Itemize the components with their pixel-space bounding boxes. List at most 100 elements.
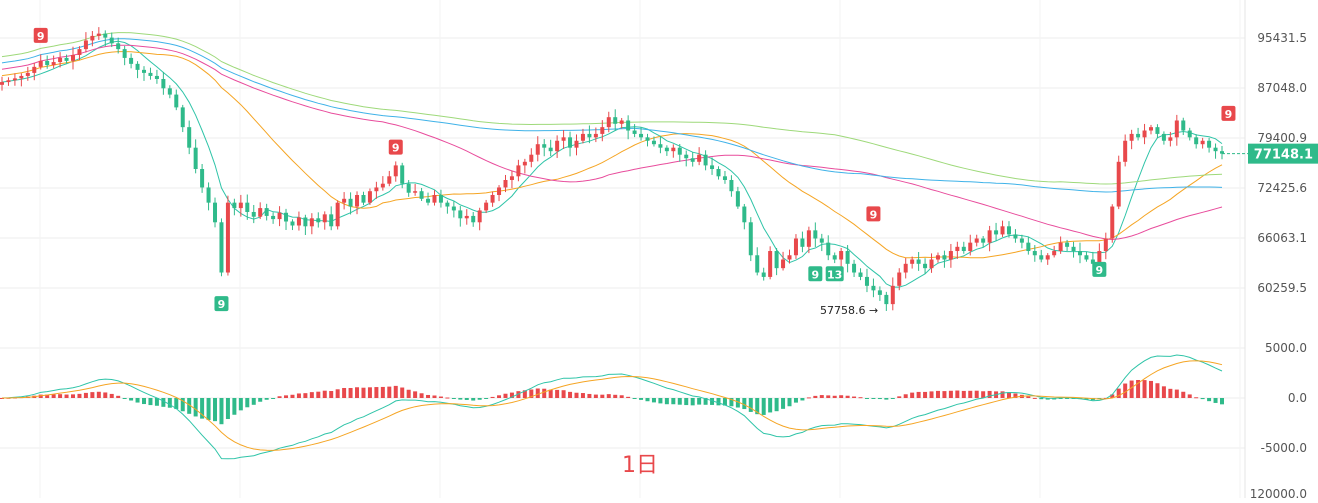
macd-bar <box>800 398 805 401</box>
price-axis: 95431.5 87048.0 79400.9 72425.6 66063.1 60259… <box>1222 31 1318 501</box>
td-marker-badge <box>808 266 823 282</box>
candle-body <box>193 147 198 170</box>
macd-bar <box>1129 380 1134 398</box>
candle-body <box>1006 226 1011 235</box>
macd-bar <box>426 394 431 398</box>
candle-body <box>413 191 418 193</box>
macd-bar <box>1213 398 1218 403</box>
candle-body <box>103 33 108 38</box>
macd-bar <box>380 386 385 398</box>
td-marker-text: 9 <box>37 30 45 43</box>
macd-bar <box>568 391 573 398</box>
macd-bar <box>935 390 940 398</box>
candle-body <box>1136 133 1141 138</box>
candle-body <box>639 133 644 138</box>
candle-body <box>238 202 243 209</box>
candle-body <box>303 217 308 227</box>
candle-body <box>129 57 134 64</box>
candle-body <box>361 194 366 203</box>
macd-bar <box>1045 398 1050 400</box>
candle-body <box>793 238 798 256</box>
macd-bar <box>77 393 82 398</box>
candle-body <box>1039 255 1044 260</box>
candle-body <box>748 222 753 256</box>
macd-bar <box>90 392 95 398</box>
macd-bar <box>1155 383 1160 398</box>
low-price-label: 57758.6 → <box>820 304 878 317</box>
candle-body <box>161 79 166 89</box>
macd-bar <box>1058 398 1063 399</box>
macd-bar <box>923 391 928 398</box>
macd-bar <box>1006 392 1011 398</box>
candle-body <box>83 40 88 50</box>
candle-body <box>1129 133 1134 141</box>
macd-bar <box>1000 391 1005 398</box>
macd-bar <box>1194 397 1199 399</box>
candle-body <box>832 255 837 260</box>
candle-body <box>167 88 172 95</box>
macd-bar <box>903 394 908 398</box>
macd-bar <box>774 398 779 412</box>
macd-bar <box>258 398 263 402</box>
macd-bar <box>348 387 353 398</box>
candle-body <box>135 63 140 70</box>
candle-body <box>852 263 857 273</box>
candle-body <box>116 43 121 50</box>
candle-body <box>1220 151 1224 154</box>
macd-tick-label: 120000.0 <box>1250 487 1307 498</box>
macd-bar <box>826 395 831 398</box>
candle-body <box>1019 238 1024 243</box>
candle-body <box>387 176 392 184</box>
macd-bar <box>1026 396 1031 398</box>
candle-body <box>284 212 289 222</box>
macd-bar <box>897 396 902 398</box>
macd-bar <box>200 398 205 419</box>
macd-bar <box>167 398 172 408</box>
macd-bar <box>548 389 553 398</box>
candle-body <box>703 154 708 166</box>
macd-panel <box>0 354 1224 460</box>
candle-body <box>716 169 721 177</box>
macd-bar <box>458 398 463 400</box>
macd-bar <box>806 397 811 399</box>
td-marker-badge <box>33 27 48 43</box>
candle-body <box>258 208 263 217</box>
price-tick-label: 87048.0 <box>1257 81 1307 95</box>
macd-bar <box>852 396 857 398</box>
candle-body <box>174 94 179 108</box>
candle-body <box>974 238 979 243</box>
candle-body <box>19 75 24 79</box>
candle-body <box>910 259 915 264</box>
macd-bar <box>742 398 747 410</box>
macd-bar <box>968 390 973 398</box>
macd-bar <box>768 398 773 413</box>
candle-body <box>484 202 489 211</box>
candle-body <box>877 290 882 295</box>
macd-bar <box>174 398 179 410</box>
candle-body <box>800 238 805 247</box>
macd-bar <box>129 398 134 401</box>
candle-body <box>1110 206 1115 239</box>
macd-bar <box>309 392 314 398</box>
candle-body <box>148 72 153 76</box>
candle-body <box>542 144 547 148</box>
macd-bar <box>451 398 456 399</box>
candle-body <box>755 255 760 273</box>
macd-bar <box>819 395 824 398</box>
candle-body <box>1026 242 1031 252</box>
candle-body <box>406 183 411 193</box>
candle-body <box>684 154 689 159</box>
td-marker-text: 9 <box>1225 108 1233 121</box>
macd-bar <box>626 396 631 398</box>
candle-body <box>535 144 540 155</box>
candle-body <box>600 127 605 134</box>
price-tick-label: 66063.1 <box>1257 231 1307 245</box>
candle-body <box>574 140 579 148</box>
macd-bar <box>400 387 405 398</box>
macd-bar <box>987 390 992 398</box>
candle-body <box>309 218 314 227</box>
td-marker-badge <box>866 206 881 222</box>
candle-body <box>1013 234 1018 239</box>
td-marker-text: 13 <box>827 268 842 281</box>
macd-bar <box>45 394 50 398</box>
